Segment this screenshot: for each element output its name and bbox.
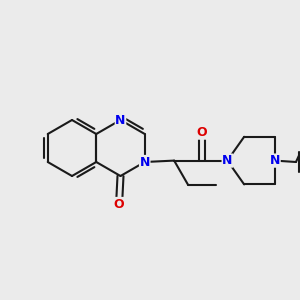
Text: O: O <box>197 126 208 139</box>
Text: O: O <box>114 197 124 211</box>
Text: N: N <box>140 155 150 169</box>
Text: N: N <box>115 113 126 127</box>
Text: N: N <box>270 154 280 167</box>
Text: N: N <box>222 154 233 167</box>
